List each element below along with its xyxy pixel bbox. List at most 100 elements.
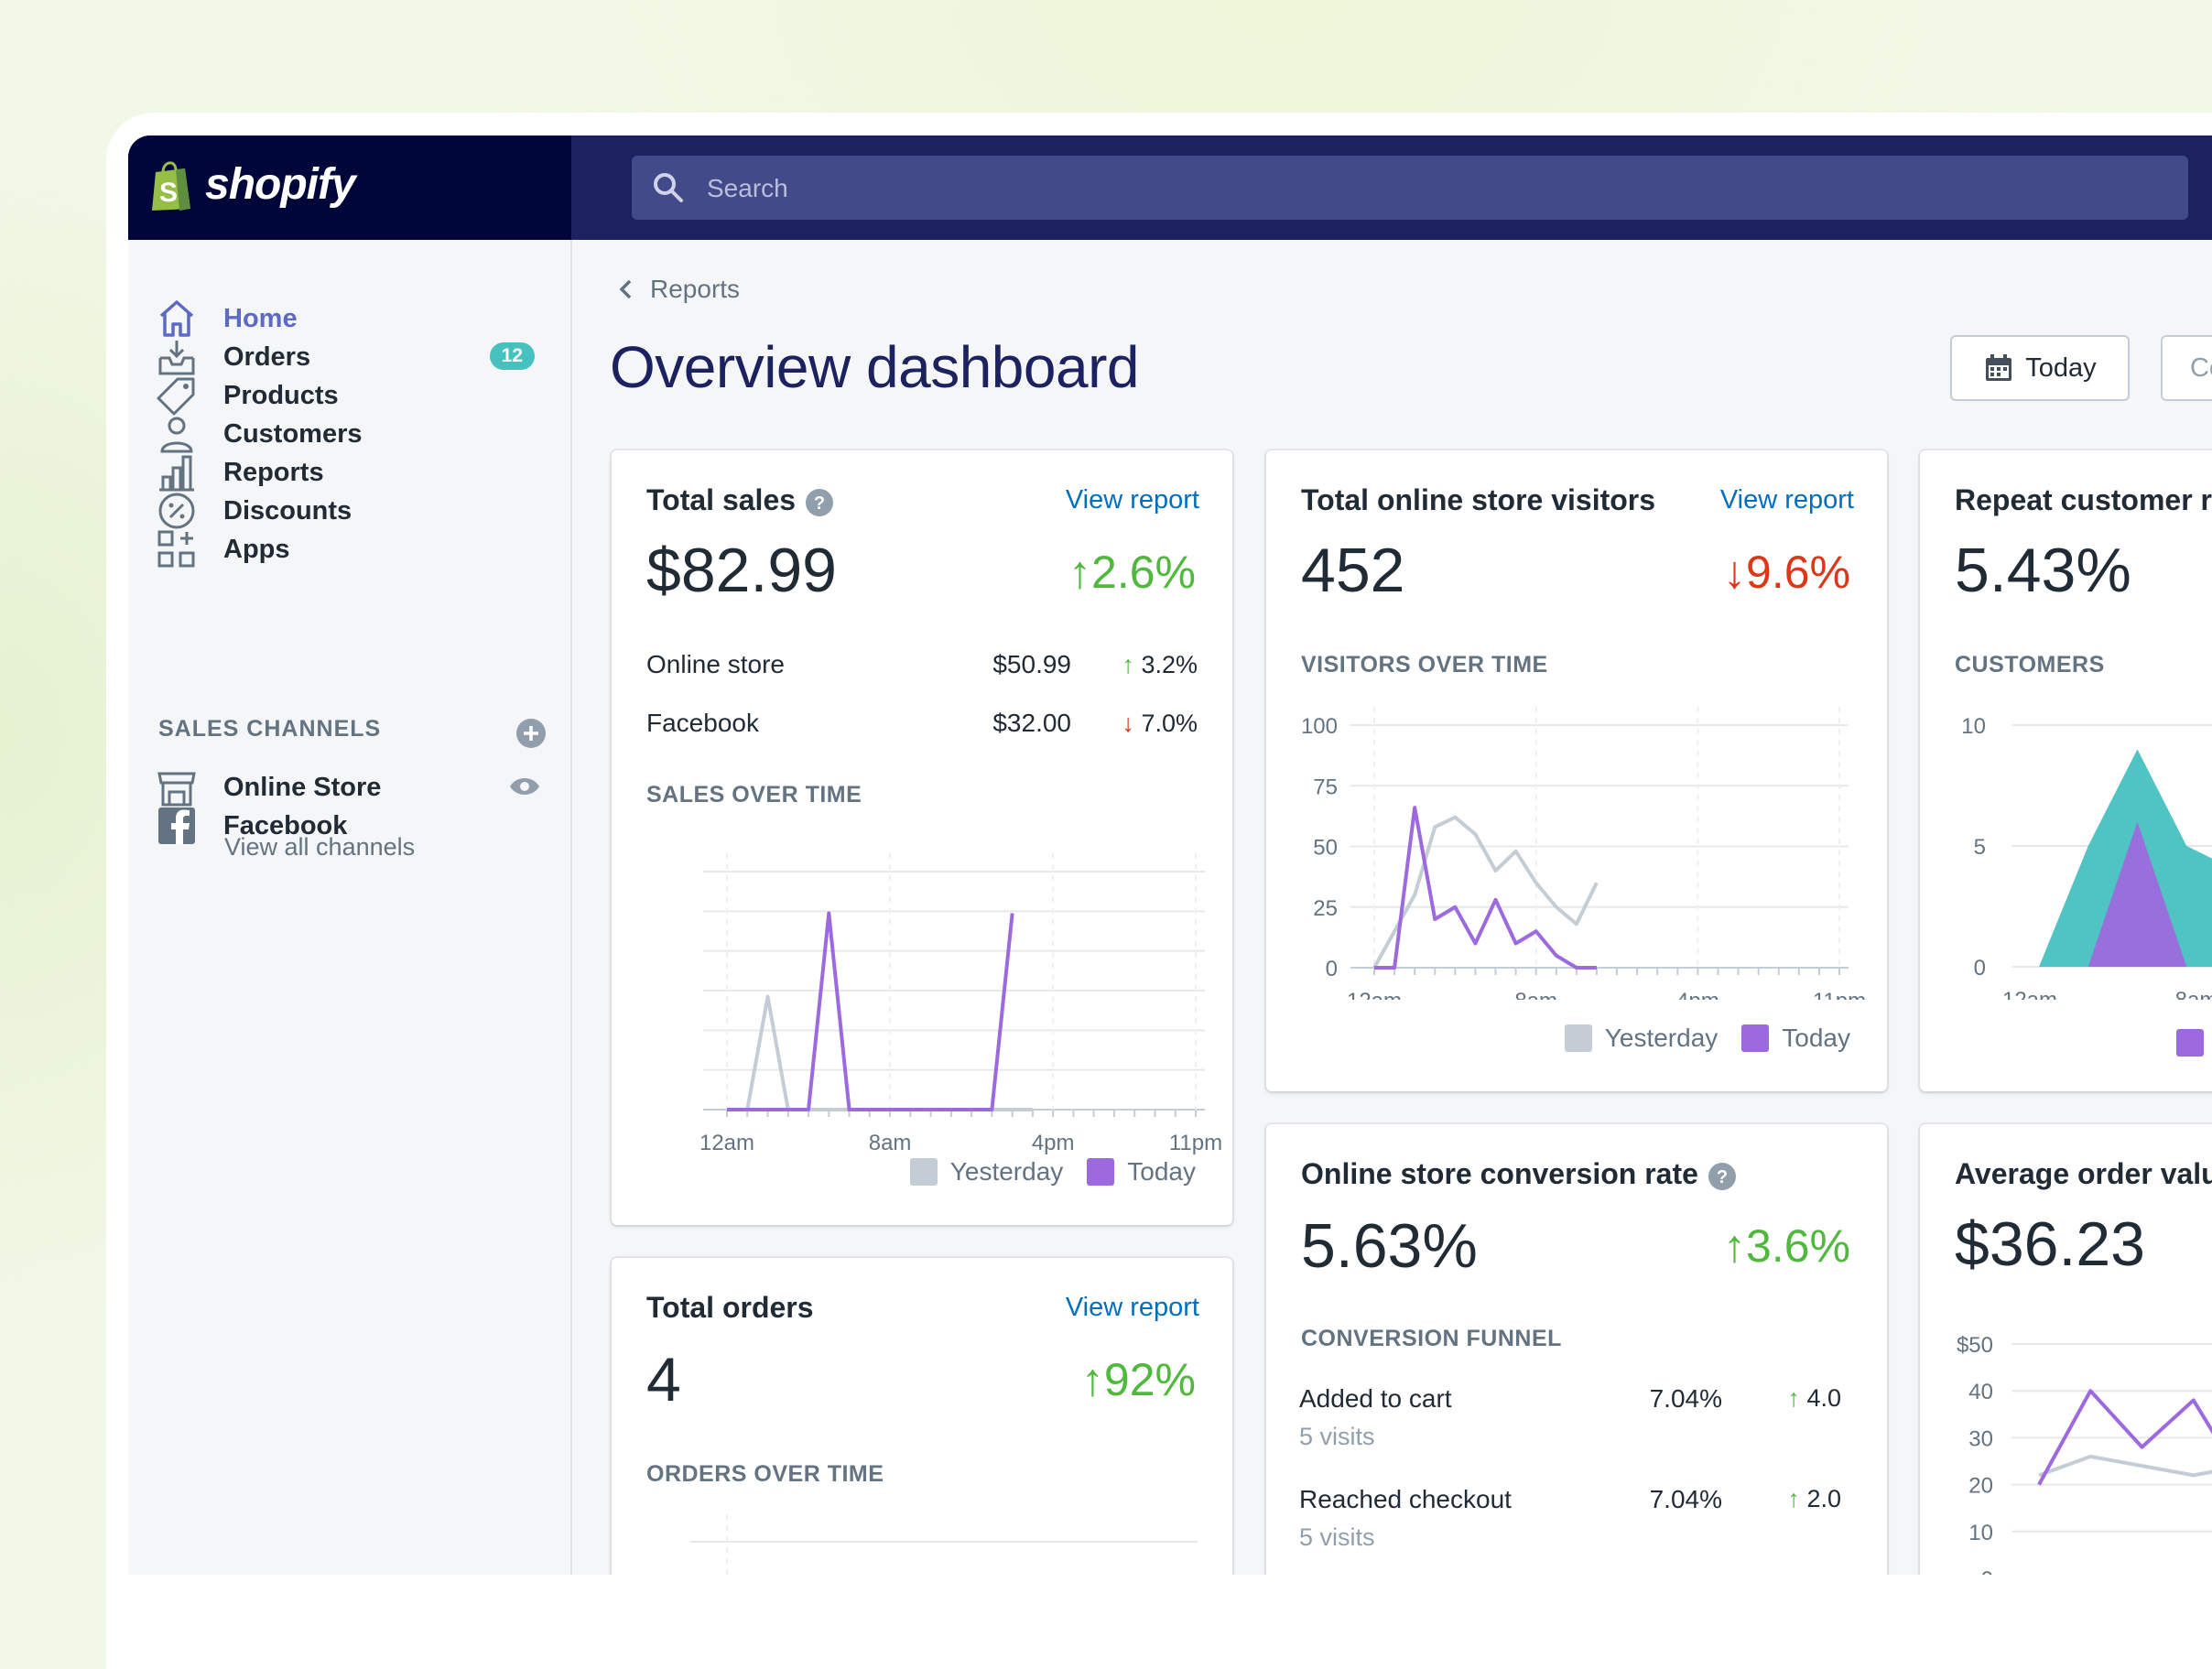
date-range-label: Today — [2025, 352, 2097, 383]
eye-icon[interactable] — [509, 775, 540, 798]
shopify-admin-window: S shopify Home Orders 12 — [128, 135, 2212, 1575]
compare-button[interactable]: Co — [2161, 335, 2212, 401]
funnel-row-value: 7.04% — [1649, 1384, 1722, 1413]
y-tick-label: 0 — [1326, 957, 1338, 981]
funnel-row-sub: 5 visits — [1299, 1523, 1375, 1551]
legend-label: Yesterday — [1604, 1024, 1719, 1052]
legend-label: Today — [1127, 1157, 1196, 1186]
sidebar-item-online-store[interactable]: Online Store — [156, 762, 540, 813]
sidebar-item-apps[interactable]: Apps — [156, 524, 540, 575]
x-tick-label: 8am — [1514, 989, 1557, 1000]
arrow-down-icon: ↓ — [1122, 710, 1142, 737]
search-icon — [654, 173, 683, 202]
logo-area[interactable]: S shopify — [128, 135, 571, 240]
sidebar-item-products[interactable]: Products — [156, 370, 540, 421]
average-order-value-card: Average order valu $36.23 $50 40 30 20 10 0 — [1920, 1124, 2212, 1575]
view-report-link[interactable]: View report — [1065, 485, 1199, 515]
total-orders-title: Total orders — [646, 1291, 814, 1324]
orders-over-time-chart — [690, 1514, 1198, 1575]
conversion-delta: ↑3.6% — [1723, 1219, 1850, 1273]
breakdown-row-value: $50.99 — [992, 650, 1071, 678]
visitors-delta: ↓9.6% — [1723, 546, 1850, 599]
calendar-icon — [1986, 354, 2012, 381]
breadcrumb[interactable]: Reports — [613, 275, 740, 304]
sidebar-item-orders[interactable]: Orders 12 — [156, 331, 540, 383]
sidebar-item-discounts[interactable]: Discounts — [156, 485, 540, 536]
repeat-customer-value: 5.43% — [1955, 536, 2131, 605]
orders-icon — [158, 341, 195, 375]
funnel-row-value: 7.04% — [1649, 1485, 1722, 1513]
x-tick-label: 8am — [2175, 988, 2212, 1000]
help-icon[interactable]: ? — [1708, 1162, 1737, 1191]
delta-value: 3.2% — [1141, 651, 1198, 678]
view-report-link[interactable]: View report — [1065, 1293, 1199, 1322]
view-report-link[interactable]: View report — [1719, 485, 1854, 515]
sidebar-item-label: Discounts — [223, 495, 352, 526]
aov-value: $36.23 — [1955, 1209, 2145, 1279]
sales-over-time-chart: 12am 8am 4pm 11pm — [699, 853, 1222, 1155]
orders-count-badge: 12 — [489, 342, 535, 370]
conversion-rate-card: Online store conversion rate? 5.63% ↑3.6… — [1266, 1124, 1887, 1575]
chart-label: SALES OVER TIME — [646, 782, 862, 807]
total-orders-card: Total orders View report 4 ↑92% ORDERS O… — [612, 1258, 1232, 1575]
visitors-over-time-chart: 100 75 50 25 0 12am 8am 4pm 11pm — [1301, 707, 1866, 1000]
total-orders-value: 4 — [646, 1345, 681, 1414]
date-range-button[interactable]: Today — [1950, 335, 2130, 401]
search-input[interactable] — [705, 156, 2082, 222]
series-line-0 — [2038, 1454, 2212, 1478]
funnel-row-label: Added to cart — [1299, 1384, 1452, 1413]
delta-value: 2.0 — [1806, 1485, 1841, 1512]
series-line-yesterday — [727, 994, 1033, 1111]
yesterday-swatch — [909, 1158, 938, 1186]
search-bar[interactable] — [632, 156, 2188, 222]
card-title: Total sales? — [646, 483, 834, 517]
x-tick-label: 12am — [2002, 988, 2057, 1000]
breakdown-row-value: $32.00 — [992, 709, 1071, 737]
total-sales-delta: ↑2.6% — [1068, 546, 1196, 599]
today-swatch — [1741, 1024, 1770, 1052]
bar-chart-icon — [159, 455, 194, 492]
help-icon[interactable]: ? — [805, 488, 834, 517]
chart-label: CONVERSION FUNNEL — [1301, 1326, 1562, 1351]
series-line-yesterday — [1372, 815, 1599, 969]
discount-icon — [158, 493, 195, 529]
add-channel-icon[interactable] — [515, 718, 547, 749]
sidebar-item-facebook[interactable]: Facebook — [156, 800, 540, 851]
sidebar-item-customers[interactable]: Customers — [156, 408, 540, 460]
customers-chart: 10 5 0 12am 8am — [1961, 714, 2212, 1000]
series-line-today — [727, 911, 1014, 1111]
view-all-channels-link[interactable]: View all channels — [224, 833, 416, 861]
apps-icon — [157, 530, 195, 568]
sidebar-item-label: Customers — [223, 418, 363, 449]
today-swatch — [2176, 1029, 2204, 1057]
sidebar: Home Orders 12 Products Customers — [128, 240, 572, 1575]
x-tick-label: 12am — [1347, 989, 1402, 1000]
x-tick-label: 4pm — [1032, 1131, 1075, 1155]
sidebar-item-label: Home — [223, 303, 298, 333]
chevron-left-icon — [619, 279, 632, 299]
repeat-customer-card: Repeat customer r 5.43% CUSTOMERS 10 5 0 12… — [1920, 450, 2212, 1091]
y-tick-label: 5 — [1974, 835, 1986, 860]
arrow-up-icon: ↑ — [1787, 1485, 1807, 1512]
y-tick-label: $50 — [1957, 1333, 1993, 1358]
breakdown-row-label: Facebook — [646, 709, 759, 737]
total-sales-card: Total sales? View report $82.99 ↑2.6% On… — [612, 450, 1232, 1225]
chart-legend: Yesterday Today — [1564, 1024, 1850, 1053]
series-line-1 — [2037, 1389, 2212, 1486]
legend-label: Today — [1782, 1024, 1850, 1052]
shopify-bag-icon: S — [152, 161, 190, 211]
facebook-icon — [158, 807, 195, 844]
breakdown-row-delta: ↓ 7.0% — [1122, 710, 1198, 738]
sidebar-item-reports[interactable]: Reports — [156, 447, 540, 498]
page-title: Overview dashboard — [610, 334, 1139, 400]
sidebar-item-home[interactable]: Home — [156, 293, 540, 344]
top-bar: S shopify — [128, 135, 2212, 240]
arrow-up-icon: ↑ — [1080, 1354, 1104, 1405]
funnel-row-delta: ↑ 4.0 — [1787, 1384, 1841, 1413]
breadcrumb-label: Reports — [650, 275, 741, 303]
y-tick-label: 0 — [1981, 1567, 1993, 1575]
conversion-value: 5.63% — [1301, 1211, 1478, 1281]
chart-label: CUSTOMERS — [1955, 652, 2105, 677]
sales-channels-heading: SALES CHANNELS — [158, 716, 382, 742]
breakdown-row-delta: ↑ 3.2% — [1122, 651, 1198, 679]
